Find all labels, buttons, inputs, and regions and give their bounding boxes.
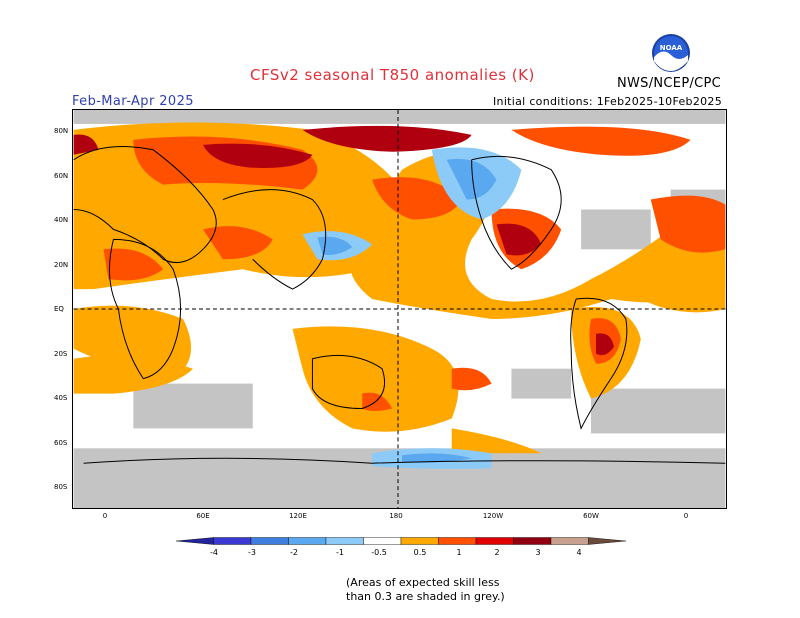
colorbar <box>176 537 626 545</box>
initial-conditions: Initial conditions: 1Feb2025-10Feb2025 <box>493 95 723 108</box>
very-strong-warm-anomaly-regions <box>73 125 614 356</box>
noaa-logo-icon: NOAA <box>652 34 690 72</box>
latitude-label: 40N <box>54 216 69 224</box>
colorbar-label: -2 <box>290 548 298 557</box>
skill-note-line1: (Areas of expected skill less <box>346 576 500 589</box>
coastlines <box>73 146 726 464</box>
colorbar-label: -3 <box>248 548 256 557</box>
colorbar-label: 4 <box>576 548 582 557</box>
latitude-label: 80S <box>54 483 68 491</box>
longitude-label: 120W <box>482 512 504 520</box>
colorbar-segment <box>213 537 252 545</box>
colorbar-segment <box>475 537 514 545</box>
longitude-label: 0 <box>683 512 689 520</box>
colorbar-segment <box>325 537 364 545</box>
colorbar-segment <box>176 537 214 545</box>
longitude-label: 60W <box>583 512 599 520</box>
svg-text:NOAA: NOAA <box>660 44 683 52</box>
colorbar-segment <box>588 537 626 545</box>
colorbar-label: -4 <box>210 548 218 557</box>
longitude-label: 120E <box>289 512 307 520</box>
colorbar-label: 0.5 <box>413 548 427 557</box>
colorbar-label: -0.5 <box>371 548 387 557</box>
low-skill-mask <box>73 110 726 508</box>
skill-note: (Areas of expected skill less than 0.3 a… <box>346 576 546 604</box>
forecast-period: Feb-Mar-Apr 2025 <box>72 94 194 109</box>
latitude-label: 40S <box>54 394 68 402</box>
longitude-label: 0 <box>102 512 108 520</box>
colorbar-segment <box>250 537 289 545</box>
latitude-label: 20N <box>54 260 69 269</box>
latitude-label: 60N <box>54 171 69 180</box>
colorbar-label: 1 <box>456 548 462 557</box>
colorbar-label: -1 <box>336 548 344 557</box>
longitude-label: 180 <box>389 512 403 520</box>
agency-label: NWS/NCEP/CPC <box>617 76 722 91</box>
longitude-label: 60E <box>196 512 210 520</box>
anomaly-map <box>72 109 727 509</box>
colorbar-segment <box>513 537 552 545</box>
colorbar-label: 2 <box>494 548 500 557</box>
colorbar-label: 3 <box>535 548 541 557</box>
map-title: CFSv2 seasonal T850 anomalies (K) <box>250 66 535 84</box>
latitude-label: EQ <box>54 305 64 313</box>
colorbar-segment <box>400 537 439 545</box>
colorbar-segment <box>550 537 589 545</box>
colorbar-segment <box>288 537 327 545</box>
latitude-label: 60S <box>54 438 68 447</box>
colorbar-segment <box>438 537 477 545</box>
latitude-label: 80N <box>54 127 69 135</box>
skill-note-line2: than 0.3 are shaded in grey.) <box>346 590 505 603</box>
latitude-label: 20S <box>54 349 68 358</box>
colorbar-segment <box>363 537 402 545</box>
